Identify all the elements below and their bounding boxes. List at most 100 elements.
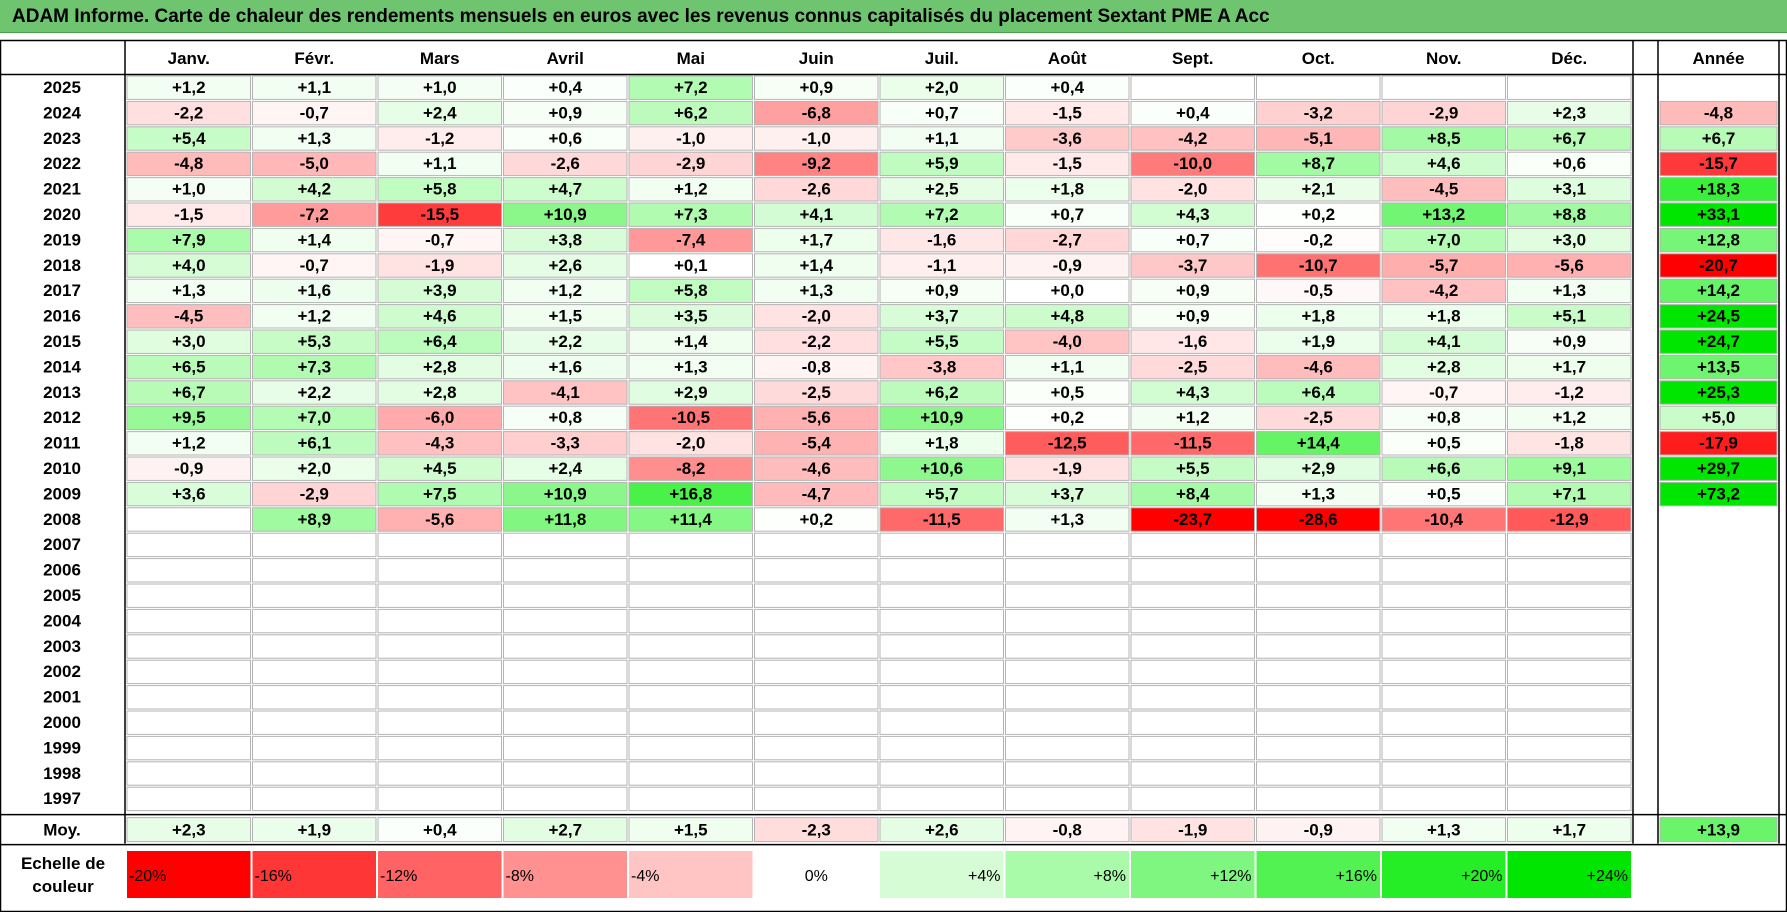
row-year-label: 2023 [43, 129, 81, 148]
row-year-label: 2005 [43, 586, 81, 605]
cell-value: +0,5 [1427, 434, 1461, 453]
heatmap-cell [377, 405, 502, 431]
heatmap-cell [377, 100, 502, 126]
cell-value: -1,0 [802, 129, 831, 148]
cell-value: +6,7 [1552, 129, 1586, 148]
color-scale-label: +4% [968, 868, 1000, 885]
heatmap-cell [503, 151, 628, 177]
heatmap-cell [126, 202, 251, 227]
average-year-value: +13,9 [1697, 821, 1740, 840]
heatmap-cell [1381, 608, 1506, 634]
average-value: +1,5 [674, 821, 708, 840]
average-value: +2,7 [548, 821, 582, 840]
heatmap-cell [377, 558, 502, 583]
heatmap-cell [1256, 558, 1381, 583]
heatmap-cell [1381, 100, 1506, 126]
heatmap-cell [377, 227, 502, 253]
cell-value: -1,5 [174, 205, 203, 224]
heatmap-cell [754, 253, 879, 278]
heatmap-cell [503, 227, 628, 253]
cell-value: -2,0 [676, 434, 705, 453]
heatmap-cell [1507, 456, 1632, 481]
heatmap-cell [1256, 253, 1381, 278]
heatmap-cell [1381, 253, 1506, 278]
heatmap-cell [1130, 431, 1255, 456]
cell-value: +7,3 [297, 357, 331, 376]
heatmap-cell [126, 405, 251, 431]
heatmap-cell [1005, 761, 1130, 786]
heatmap-cell [1005, 532, 1130, 558]
cell-value: +4,3 [1176, 205, 1210, 224]
cell-value: +1,0 [172, 180, 206, 199]
heatmap-cell [126, 151, 251, 177]
cell-value: +3,7 [1050, 484, 1084, 503]
heatmap-cell [1381, 507, 1506, 532]
heatmap-cell [503, 507, 628, 532]
heatmap-cell [1507, 227, 1632, 253]
cell-value: -2,9 [676, 154, 705, 173]
cell-value: -6,0 [425, 408, 454, 427]
cell-value: -2,6 [551, 154, 580, 173]
cell-value: +1,1 [1050, 357, 1084, 376]
cell-value: -4,2 [1178, 129, 1207, 148]
cell-value: +1,2 [1176, 408, 1210, 427]
color-scale-swatch [378, 851, 502, 898]
heatmap-cell [1005, 100, 1130, 126]
cell-value: +1,5 [548, 307, 582, 326]
heatmap-cell [126, 685, 251, 710]
cell-value: +1,3 [297, 129, 331, 148]
heatmap-cell [1507, 481, 1632, 507]
heatmap-cell [1130, 608, 1255, 634]
average-value: +1,3 [1427, 821, 1461, 840]
heatmap-cell [628, 558, 753, 583]
cell-value: -1,1 [927, 256, 956, 275]
heatmap-cell [754, 608, 879, 634]
heatmap-cell [1507, 786, 1632, 812]
cell-value: +2,6 [548, 256, 582, 275]
cell-value: +0,2 [1301, 205, 1335, 224]
heatmap-cell [1381, 685, 1506, 710]
heatmap-cell [1256, 380, 1381, 405]
cell-value: +6,1 [297, 434, 331, 453]
cell-value: +7,5 [423, 484, 457, 503]
year-cell [1659, 304, 1778, 329]
heatmap-cell [628, 634, 753, 659]
heatmap-cell [628, 405, 753, 431]
heatmap-cell [628, 481, 753, 507]
heatmap-cell [503, 659, 628, 685]
heatmap-cell [503, 634, 628, 659]
heatmap-cell [1130, 710, 1255, 735]
heatmap-cell [1005, 786, 1130, 812]
heatmap-cell [754, 380, 879, 405]
heatmap-cell [879, 532, 1004, 558]
cell-value: +2,8 [1427, 357, 1461, 376]
heatmap-cell [503, 405, 628, 431]
cell-value: +0,9 [1552, 332, 1586, 351]
heatmap-cell [503, 380, 628, 405]
row-year-label: 2008 [43, 510, 81, 529]
heatmap-cell [252, 710, 377, 735]
cell-value: +0,2 [1050, 408, 1084, 427]
heatmap-cell [252, 481, 377, 507]
heatmap-cell [1256, 583, 1381, 608]
heatmap-cell [126, 634, 251, 659]
heatmap-cell [126, 786, 251, 812]
year-cell [1659, 253, 1778, 278]
heatmap-cell [252, 304, 377, 329]
heatmap-cell [1130, 507, 1255, 532]
heatmap-cell [754, 304, 879, 329]
heatmap-cell [1130, 634, 1255, 659]
cell-value: -0,8 [802, 357, 831, 376]
cell-value: +1,2 [172, 434, 206, 453]
average-cell [503, 817, 628, 843]
cell-value: +0,7 [1050, 205, 1084, 224]
heatmap-cell [126, 735, 251, 761]
heatmap-cell [1005, 507, 1130, 532]
heatmap-cell [1256, 304, 1381, 329]
heatmap-cell [252, 634, 377, 659]
heatmap-cell [503, 75, 628, 100]
heatmap-cell [126, 126, 251, 151]
cell-value: -10,4 [1424, 510, 1463, 529]
cell-value: -1,9 [425, 256, 454, 275]
heatmap-cell [1381, 354, 1506, 380]
